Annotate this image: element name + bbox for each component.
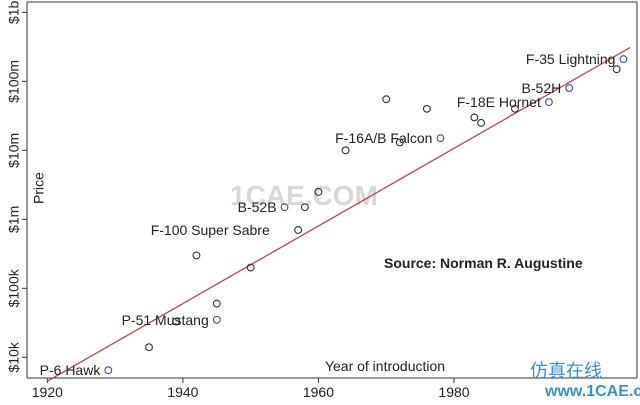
data-point	[612, 65, 621, 74]
data-point	[212, 315, 221, 324]
data-point	[300, 203, 309, 212]
data-point	[104, 366, 113, 375]
data-point	[145, 343, 153, 352]
y-tick-label: $100k	[6, 268, 22, 307]
point-annotation: P-6 Hawk	[40, 362, 102, 378]
data-point	[294, 226, 303, 234]
data-point	[619, 55, 628, 64]
y-tick-label: $10k	[6, 341, 22, 372]
x-axis-label: Year of introduction	[325, 358, 445, 374]
data-point	[192, 251, 201, 260]
point-annotation: F-16A/B Falcon	[335, 130, 432, 146]
data-point	[172, 317, 181, 326]
data-point	[341, 146, 350, 155]
point-annotation: F-18E Hornet	[457, 94, 541, 110]
logo-watermark-chars: 仿真在线	[530, 361, 602, 381]
x-tick-label: 1940	[167, 384, 198, 400]
point-annotation: B-52H	[522, 80, 562, 96]
data-point	[382, 95, 391, 104]
data-point	[565, 84, 574, 92]
data-point	[544, 98, 553, 107]
y-tick-label: $100m	[6, 60, 22, 103]
point-annotation: P-51 Mustang	[122, 312, 209, 328]
data-point	[280, 203, 289, 212]
x-tick-label: 1920	[32, 384, 63, 400]
point-annotation: F-35 Lightning	[526, 51, 616, 67]
data-point	[470, 113, 479, 122]
data-point	[477, 118, 486, 127]
y-tick-label: $1m	[6, 206, 22, 233]
y-axis-label: Price	[31, 172, 47, 204]
logo-watermark-url: www.1CAE.com	[544, 383, 640, 400]
point-annotation: F-100 Super Sabre	[151, 222, 270, 238]
data-point	[314, 187, 323, 196]
x-tick-label: 1980	[438, 384, 469, 400]
data-point	[212, 299, 221, 308]
data-point	[246, 263, 255, 272]
y-tick-label: $10m	[6, 133, 22, 168]
y-tick-label: $1b	[6, 0, 22, 24]
data-point	[436, 134, 445, 143]
trend-line	[47, 46, 631, 382]
point-annotation: B-52B	[238, 199, 277, 215]
data-point	[511, 104, 519, 113]
source-note: Source: Norman R. Augustine	[384, 255, 583, 271]
data-point	[422, 104, 431, 113]
x-tick-label: 1960	[303, 384, 334, 400]
data-point	[395, 138, 404, 147]
